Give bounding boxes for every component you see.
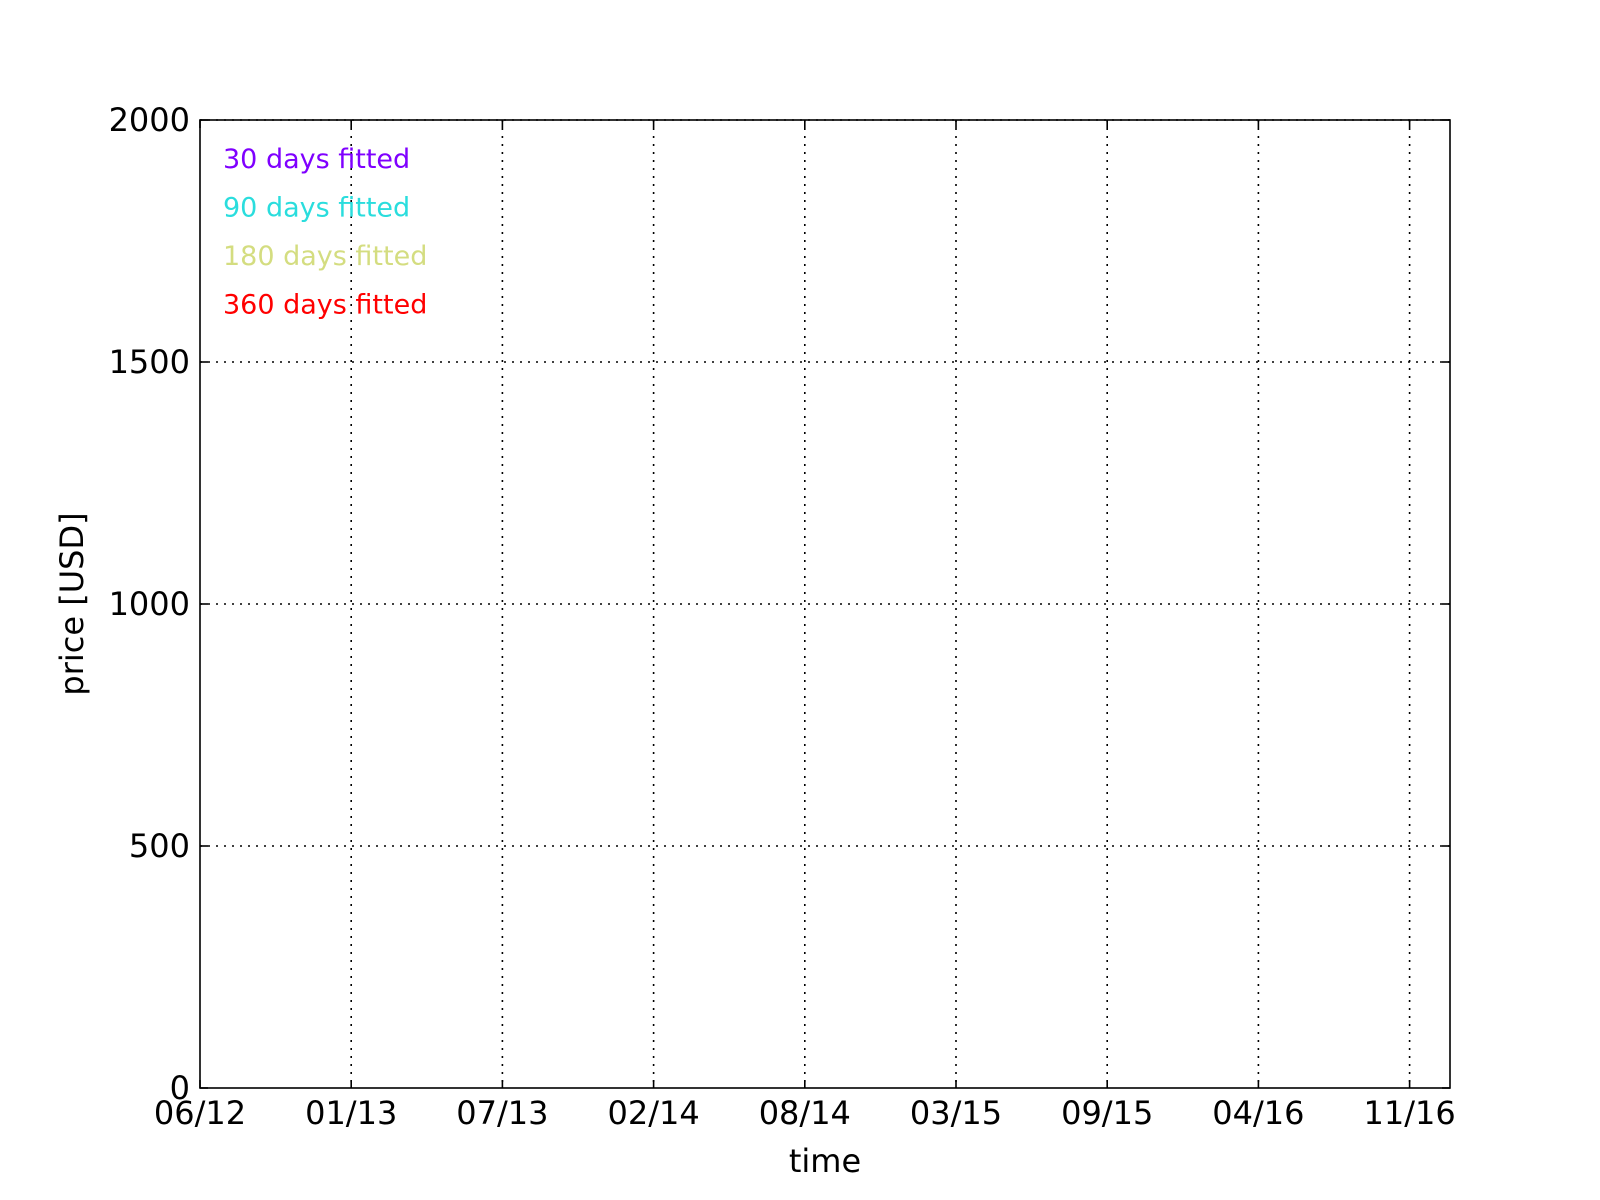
- y-tick-label: 1500: [109, 343, 190, 381]
- tick-layer: [199, 119, 1450, 1089]
- x-tick-label: 07/13: [456, 1094, 548, 1132]
- x-tick-label: 09/15: [1061, 1094, 1153, 1132]
- x-tick-label: 03/15: [910, 1094, 1002, 1132]
- x-tick-label: 08/14: [759, 1094, 851, 1132]
- legend-entry: 30 days fitted: [223, 144, 410, 175]
- x-tick-label: 01/13: [305, 1094, 397, 1132]
- legend-entry: 360 days fitted: [223, 290, 427, 321]
- legend: 30 days fitted 90 days fitted 180 days fit…: [223, 144, 427, 321]
- y-tick-label: 500: [129, 827, 190, 865]
- y-tick-label: 1000: [109, 585, 190, 623]
- y-tick-label: 2000: [109, 101, 190, 139]
- x-tick-label: 11/16: [1363, 1094, 1455, 1132]
- legend-entry: 90 days fitted: [223, 193, 410, 224]
- x-axis-title: time: [789, 1142, 861, 1180]
- legend-entry: 180 days fitted: [223, 241, 427, 272]
- y-tick-label: 0: [170, 1069, 190, 1107]
- y-axis-title: price [USD]: [53, 512, 91, 695]
- x-tick-label: 06/12: [154, 1094, 246, 1132]
- x-tick-label: 04/16: [1212, 1094, 1304, 1132]
- tick-label-layer: 0 500 1000 1500 2000 06/12 01/13 07/13 02/14 08/1…: [109, 101, 1456, 1132]
- x-tick-label: 02/14: [607, 1094, 699, 1132]
